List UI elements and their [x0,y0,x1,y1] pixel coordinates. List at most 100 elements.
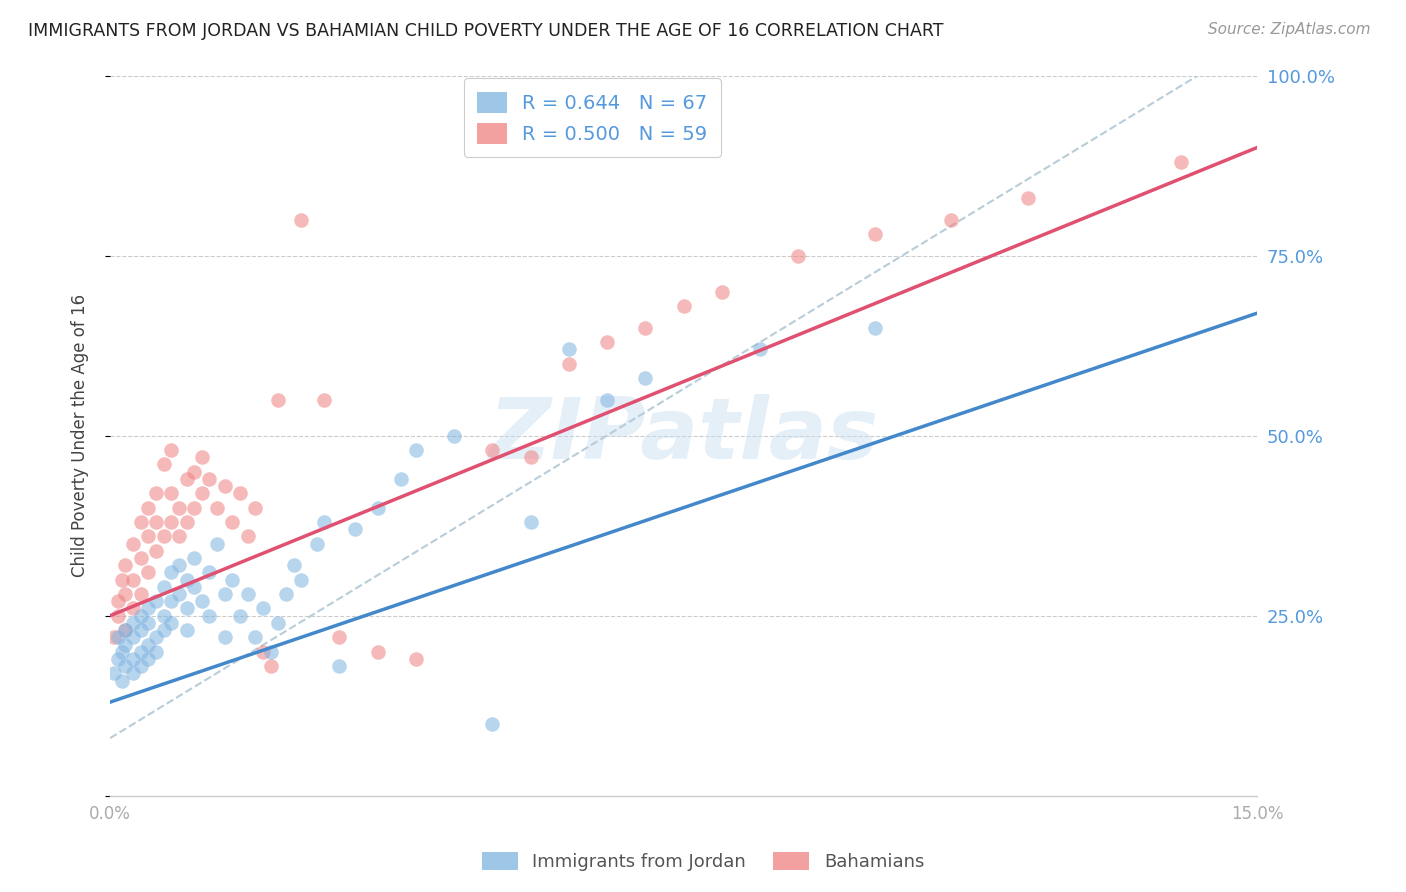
Point [103,630,125,644]
Point [183,500,205,515]
Point [129,551,152,566]
Point [183,551,205,566]
Point [367,645,389,659]
Point [245,500,267,515]
Point [136,566,159,580]
Point [267,615,290,630]
Point [114,623,136,637]
Point [519,450,541,465]
Point [252,601,274,615]
Point [205,537,228,551]
Point [1017,191,1039,205]
Point [221,573,243,587]
Point [129,587,152,601]
Point [229,486,252,500]
Point [267,392,290,407]
Point [122,666,145,681]
Point [145,630,167,644]
Point [183,465,205,479]
Point [519,515,541,529]
Point [145,594,167,608]
Point [167,587,190,601]
Point [481,716,503,731]
Point [634,320,657,334]
Point [558,357,581,371]
Point [328,659,350,673]
Point [122,537,145,551]
Point [314,392,336,407]
Point [122,573,145,587]
Point [405,443,427,458]
Point [259,645,281,659]
Point [122,630,145,644]
Point [274,587,297,601]
Point [136,652,159,666]
Point [183,580,205,594]
Point [941,212,963,227]
Point [710,285,733,299]
Point [160,615,183,630]
Point [787,249,810,263]
Point [672,299,695,313]
Point [145,544,167,558]
Point [749,342,772,356]
Point [136,615,159,630]
Y-axis label: Child Poverty Under the Age of 16: Child Poverty Under the Age of 16 [72,294,89,577]
Point [236,587,259,601]
Point [343,522,366,536]
Point [191,450,214,465]
Point [129,608,152,623]
Point [305,537,328,551]
Point [558,342,581,356]
Point [198,608,221,623]
Point [176,472,198,486]
Point [290,573,312,587]
Point [145,515,167,529]
Point [129,659,152,673]
Point [160,594,183,608]
Point [481,443,503,458]
Point [107,594,129,608]
Point [152,580,174,594]
Point [160,566,183,580]
Point [136,601,159,615]
Point [176,573,198,587]
Point [367,500,389,515]
Text: ZIPatlas: ZIPatlas [488,394,879,477]
Point [443,428,465,442]
Point [176,623,198,637]
Point [167,529,190,543]
Point [252,645,274,659]
Point [389,472,412,486]
Point [107,630,129,644]
Point [122,615,145,630]
Point [191,486,214,500]
Point [1170,155,1192,169]
Point [114,587,136,601]
Point [405,652,427,666]
Point [214,630,236,644]
Point [229,608,252,623]
Point [136,529,159,543]
Point [160,443,183,458]
Point [129,515,152,529]
Point [145,486,167,500]
Legend: Immigrants from Jordan, Bahamians: Immigrants from Jordan, Bahamians [475,845,931,879]
Point [596,334,619,349]
Point [136,638,159,652]
Point [107,652,129,666]
Point [114,638,136,652]
Point [863,320,886,334]
Point [236,529,259,543]
Point [634,371,657,385]
Point [167,500,190,515]
Point [152,529,174,543]
Point [176,601,198,615]
Point [176,515,198,529]
Point [114,659,136,673]
Point [122,652,145,666]
Point [214,479,236,493]
Point [129,645,152,659]
Point [290,212,312,227]
Point [152,608,174,623]
